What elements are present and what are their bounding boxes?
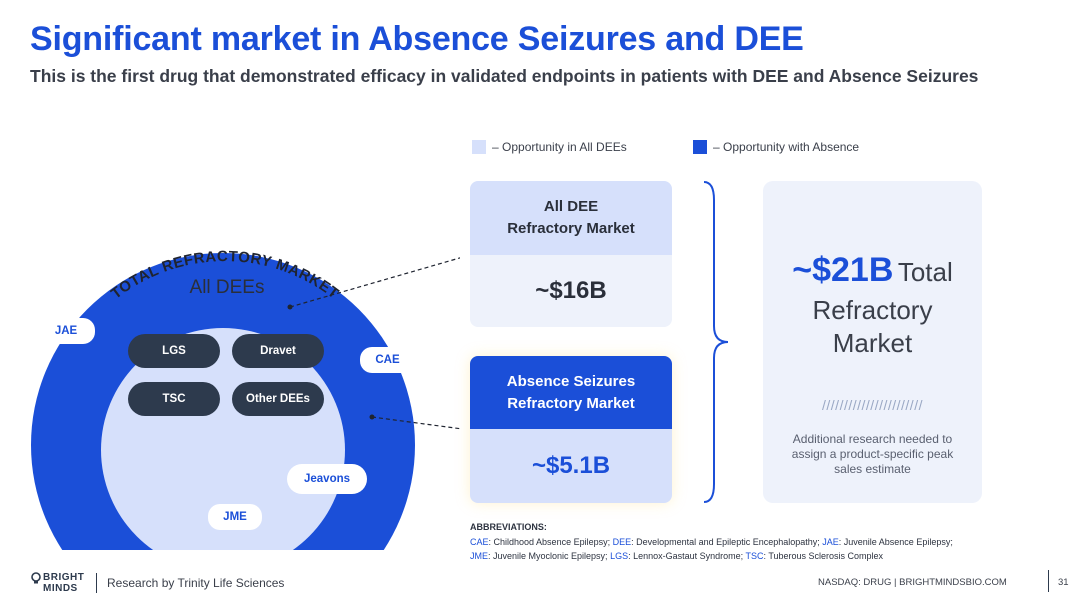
outer-label-line1: Typical [203,185,254,202]
total-panel: ~$21B Total Refractory Market //////////… [763,181,982,503]
page-title: Significant market in Absence Seizures a… [30,20,804,58]
total-word2: Refractory [812,295,933,325]
page-subtitle: This is the first drug that demonstrated… [30,66,979,86]
total-note-line3: sales estimate [834,462,911,476]
footer-divider-right [1048,570,1049,592]
inner-label: All DEEs [190,277,265,298]
box-all-dee-value: ~$16B [470,255,672,327]
abbr-def: : Tuberous Sclerosis Complex [763,551,884,561]
box-absence-line1: Absence Seizures [506,372,636,390]
abbr-def: : Juvenile Myoclonic Epilepsy; [488,551,611,561]
box-all-dee-header: All DEE Refractory Market [470,181,672,255]
abbr-key: DEE [612,537,632,547]
pill-dravet: Dravet [232,334,324,368]
abbr-key: LGS [610,551,629,561]
legend-item-absence: – Opportunity with Absence [693,140,859,154]
pill-other-dees: Other DEEs [232,382,324,416]
total-word1: Total [897,257,953,287]
total-amount: ~$21B [792,251,894,289]
connector-absence [371,416,460,430]
brace-icon [703,181,729,503]
connector-dee [289,257,460,308]
abbr-key: JAE [822,537,839,547]
legend-swatch-dark [693,140,707,154]
legend-item-all-dees: – Opportunity in All DEEs [472,140,627,154]
pill-jme: JME [208,504,262,530]
abbreviations-line1: CAE: Childhood Absence Epilepsy; DEE: De… [470,535,953,549]
logo-line2: MINDS [43,583,78,594]
page-number: 31 [1058,577,1069,588]
pill-tsc: TSC [128,382,220,416]
bright-minds-logo-icon [31,572,41,584]
legend-label-all-dees: – Opportunity in All DEEs [492,140,627,154]
pill-jae: JAE [37,318,95,344]
abbr-def: : Lennox-Gastaut Syndrome; [628,551,746,561]
pill-jeavons: Jeavons [287,464,367,494]
pill-lgs: LGS [128,334,220,368]
total-note-line2: assign a product-specific peak [791,447,954,461]
legend-swatch-light [472,140,486,154]
abbr-key: CAE [470,537,489,547]
abbreviations-line2: JME: Juvenile Myoclonic Epilepsy; LGS: L… [470,549,883,563]
abbreviations-heading: ABBREVIATIONS: [470,522,547,532]
box-all-dee-line1: All DEE [543,198,599,216]
abbr-def: : Developmental and Epileptic Encephalop… [631,537,823,547]
connector-dot-absence [369,414,375,420]
abbr-def: : Childhood Absence Epilepsy; [488,537,613,547]
legend-label-absence: – Opportunity with Absence [713,140,860,154]
outer-label-line2: Absence Seizures [164,206,292,223]
connector-dot-dee [287,304,293,310]
abbr-def: : Juvenile Absence Epilepsy; [838,537,953,547]
logo-line1: BRIGHT [43,572,85,583]
box-absence-line2: Refractory Market [507,394,635,412]
total-note-line1: Additional research needed to [792,432,953,446]
abbr-key: TSC [745,551,764,561]
footer-divider-left [96,573,97,593]
box-all-dee: All DEE Refractory Market ~$16B [470,181,672,327]
footer-site: NASDAQ: DRUG | BRIGHTMINDSBIO.COM [818,577,1007,588]
total-note: Additional research needed to assign a p… [763,432,982,477]
box-absence-header: Absence Seizures Refractory Market [470,356,672,429]
total-amount-line: ~$21B Total [763,251,982,290]
bright-minds-logo: BRIGHT MINDS [43,572,84,594]
total-word3: Market [832,328,913,358]
footer-research: Research by Trinity Life Sciences [107,576,285,590]
slash-divider: /////////////////////// [822,397,923,413]
abbr-key: JME [470,551,488,561]
pill-cae: CAE [360,347,415,373]
box-absence: Absence Seizures Refractory Market ~$5.1… [470,356,672,503]
box-all-dee-line2: Refractory Market [507,220,635,237]
box-absence-value: ~$5.1B [470,429,672,503]
